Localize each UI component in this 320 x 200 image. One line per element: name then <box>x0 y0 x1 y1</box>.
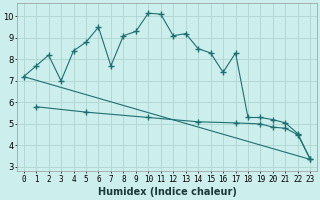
X-axis label: Humidex (Indice chaleur): Humidex (Indice chaleur) <box>98 187 236 197</box>
